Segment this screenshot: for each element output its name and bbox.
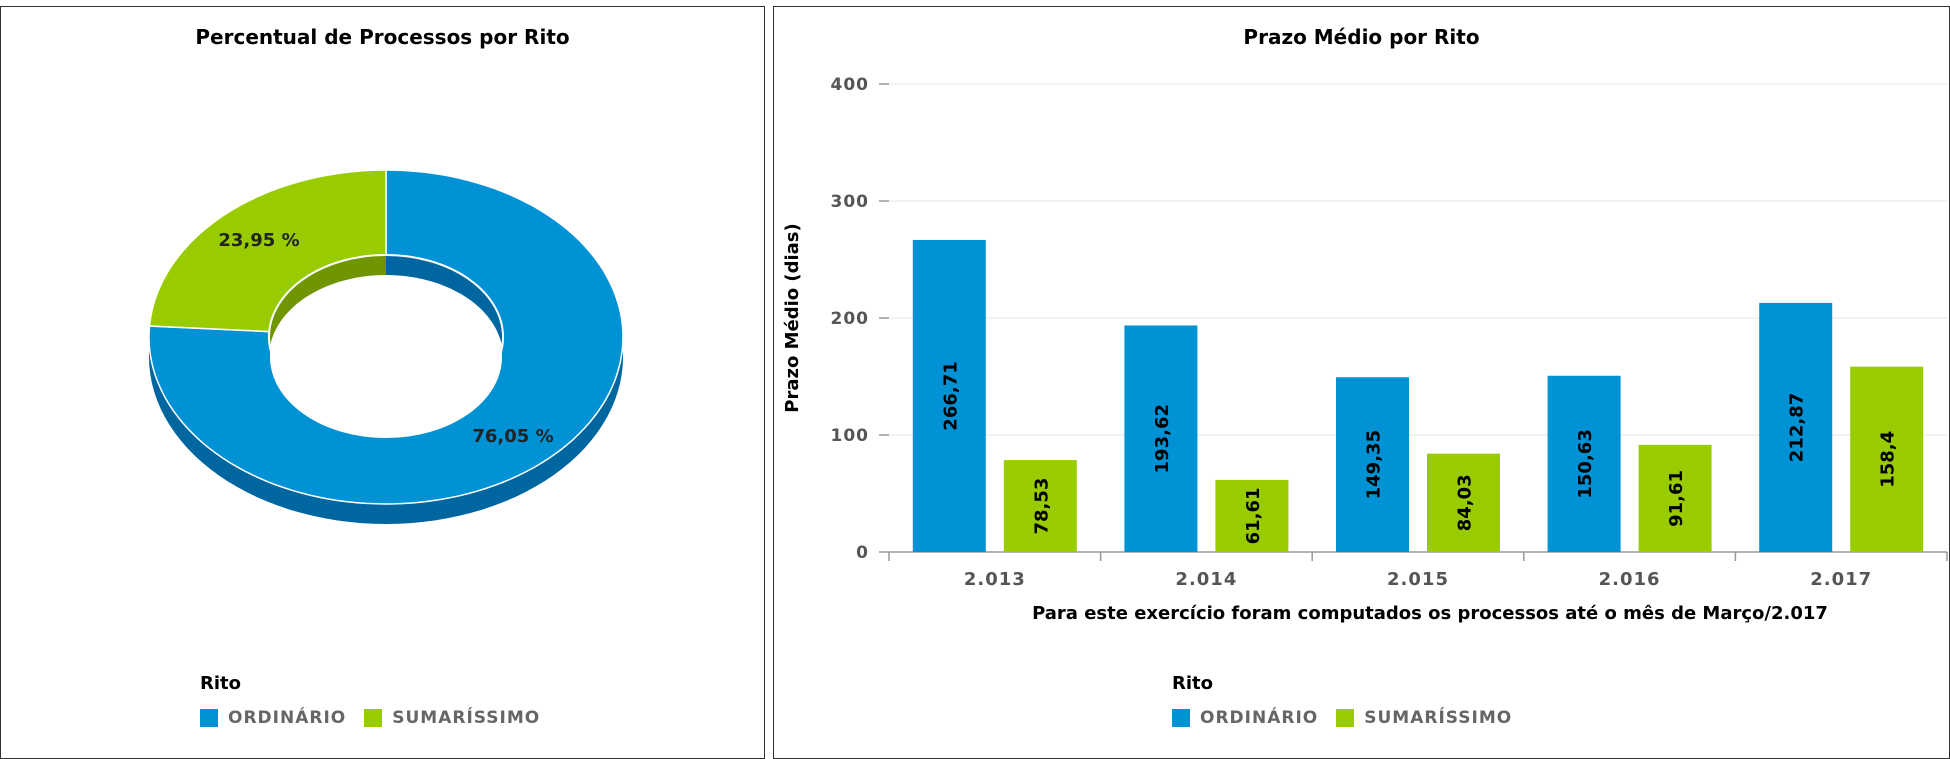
bar-sumarissimo-2.013: [1003, 460, 1077, 552]
bar-value-label: 61,61: [1243, 487, 1264, 544]
bar-ordinario-2.015: [1336, 377, 1409, 552]
bar-value-label: 91,61: [1666, 470, 1687, 527]
legend-swatch-sumarissimo: [1336, 709, 1355, 727]
donut-inner-wall-1-1: [269, 255, 386, 352]
bar-sumarissimo-2.016: [1638, 444, 1712, 552]
bar-legend-title: Rito: [1172, 673, 1214, 694]
y-axis-label: Prazo Médio (dias): [782, 223, 803, 413]
bar-sumarissimo-2.015: [1427, 453, 1500, 552]
y-tick-label: 0: [856, 543, 869, 563]
donut-label-1: 23,95 %: [218, 230, 299, 251]
donut-hole-rim: [268, 254, 504, 420]
x-tick-label: 2.015: [1387, 569, 1449, 590]
donut-hole: [270, 276, 502, 438]
bar-legend: Rito ORDINÁRIO SUMARÍSSIMO: [1172, 673, 1530, 728]
bar-legend-label-sumarissimo: SUMARÍSSIMO: [1364, 708, 1513, 728]
bar-ordinario-2.016: [1547, 375, 1621, 552]
legend-swatch-sumarissimo: [364, 709, 383, 727]
pie-chart: 76,05 % 23,95 %: [148, 169, 624, 524]
x-tick-label: 2.017: [1810, 569, 1872, 590]
pie-chart-panel: Percentual de Processos por Rito 76,05 %…: [0, 6, 765, 759]
donut-label-0: 76,05 %: [472, 426, 553, 447]
bar-value-label: 78,53: [1031, 478, 1052, 535]
bar-value-label: 149,35: [1364, 430, 1385, 499]
x-tick-label: 2.013: [964, 569, 1026, 590]
pie-legend-item-sumarissimo[interactable]: SUMARÍSSIMO: [364, 708, 540, 728]
bar-ordinario-2.013: [912, 239, 986, 553]
bar-legend-item-sumarissimo[interactable]: SUMARÍSSIMO: [1336, 708, 1512, 728]
pie-legend: Rito ORDINÁRIO SUMARÍSSIMO: [200, 673, 558, 728]
pie-legend-label-ordinario: ORDINÁRIO: [228, 708, 347, 728]
x-axis-label: Para este exercício foram computados os …: [1032, 603, 1828, 624]
donut-inner-wall-0-0: [386, 255, 503, 357]
bar-chart-panel: Prazo Médio por Rito 0 100 200 300 400 Prazo …: [773, 6, 1950, 759]
pie-legend-title: Rito: [200, 673, 242, 694]
legend-swatch-ordinario: [1172, 709, 1190, 727]
bar-sumarissimo-2.014: [1215, 479, 1289, 552]
bar-value-label: 158,4: [1878, 431, 1899, 488]
bar-sumarissimo-2.017: [1850, 366, 1924, 552]
bar-legend-label-ordinario: ORDINÁRIO: [1200, 708, 1319, 728]
bar-value-label: 84,03: [1455, 474, 1476, 531]
bar-chart: 0 100 200 300 400 Prazo Médio (dias) 2.013 266,…: [782, 75, 1948, 624]
pie-legend-label-sumarissimo: SUMARÍSSIMO: [392, 708, 541, 728]
y-tick-label: 300: [831, 192, 870, 212]
x-tick-label: 2.016: [1599, 569, 1661, 590]
x-tick-label: 2.014: [1175, 569, 1237, 590]
pie-chart-title: Percentual de Processos por Rito: [195, 25, 570, 49]
y-tick-label: 100: [831, 426, 870, 446]
bar-chart-title: Prazo Médio por Rito: [1243, 25, 1480, 49]
bar-value-label: 193,62: [1152, 404, 1173, 473]
y-tick-label: 400: [831, 75, 870, 95]
bar-value-label: 266,71: [940, 361, 961, 430]
bar-ordinario-2.014: [1124, 325, 1198, 552]
bar-value-label: 212,87: [1787, 393, 1808, 462]
y-tick-label: 200: [831, 309, 870, 329]
legend-swatch-ordinario: [200, 709, 218, 727]
bar-value-label: 150,63: [1575, 429, 1596, 498]
pie-legend-item-ordinario[interactable]: ORDINÁRIO: [200, 708, 346, 728]
bar-legend-item-ordinario[interactable]: ORDINÁRIO: [1172, 708, 1318, 728]
bar-ordinario-2.017: [1759, 302, 1833, 552]
